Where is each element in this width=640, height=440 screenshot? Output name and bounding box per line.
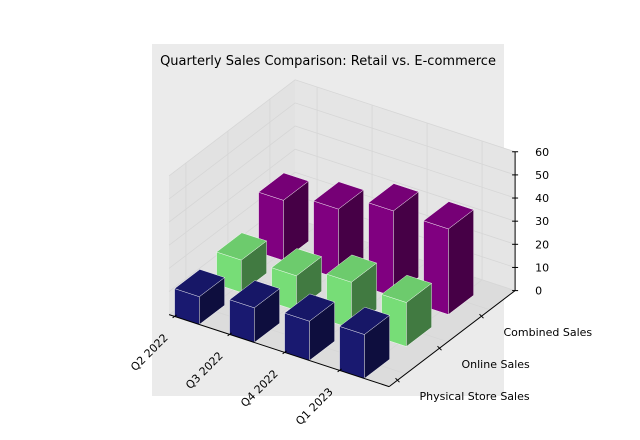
- bar-top-face: [423, 201, 474, 230]
- y-tick: [395, 377, 400, 383]
- bar-top-face: [313, 181, 364, 210]
- z-tick-label: 60: [535, 146, 549, 159]
- x-tick: [227, 332, 232, 337]
- bar: [284, 293, 335, 361]
- z-tick-label: 30: [535, 215, 549, 228]
- z-tick-label: 50: [535, 169, 549, 182]
- bar: [229, 280, 280, 343]
- x-tick: [172, 314, 177, 319]
- bar-front-face: [339, 326, 365, 379]
- z-tick-label: 40: [535, 192, 549, 205]
- bar: [339, 307, 390, 379]
- bar-top-face: [284, 293, 335, 322]
- bars: [174, 172, 474, 379]
- x-tick: [282, 350, 287, 355]
- grid-line-z: [168, 102, 516, 200]
- y-axis-line: [388, 290, 516, 387]
- z-tick-label: 20: [535, 238, 549, 251]
- grid-line-z: [168, 148, 516, 246]
- bar-top-face: [368, 183, 419, 212]
- bar-top-face: [381, 275, 432, 303]
- bar: [174, 269, 225, 325]
- y-tick-label: Online Sales: [462, 358, 531, 371]
- bar-top-face: [339, 307, 390, 335]
- x-axis-line: [168, 314, 390, 388]
- bar-top-face: [216, 232, 267, 261]
- y-tick-label: Combined Sales: [504, 326, 593, 339]
- grid-line-z: [168, 125, 516, 223]
- bar-top-face: [258, 172, 309, 201]
- bar-top-face: [326, 254, 377, 283]
- bar-top-face: [229, 280, 280, 308]
- bar-top-face: [271, 248, 322, 276]
- x-tick: [337, 368, 342, 373]
- grid-line-z: [168, 79, 516, 177]
- bar: [368, 183, 419, 297]
- chart-title: Quarterly Sales Comparison: Retail vs. E…: [160, 54, 496, 69]
- z-tick-label: 0: [535, 285, 542, 298]
- y-tick-label: Physical Store Sales: [420, 390, 530, 403]
- bar-top-face: [174, 269, 225, 297]
- y-tick: [479, 313, 484, 319]
- y-tick: [437, 345, 442, 351]
- z-tick-label: 10: [535, 261, 549, 274]
